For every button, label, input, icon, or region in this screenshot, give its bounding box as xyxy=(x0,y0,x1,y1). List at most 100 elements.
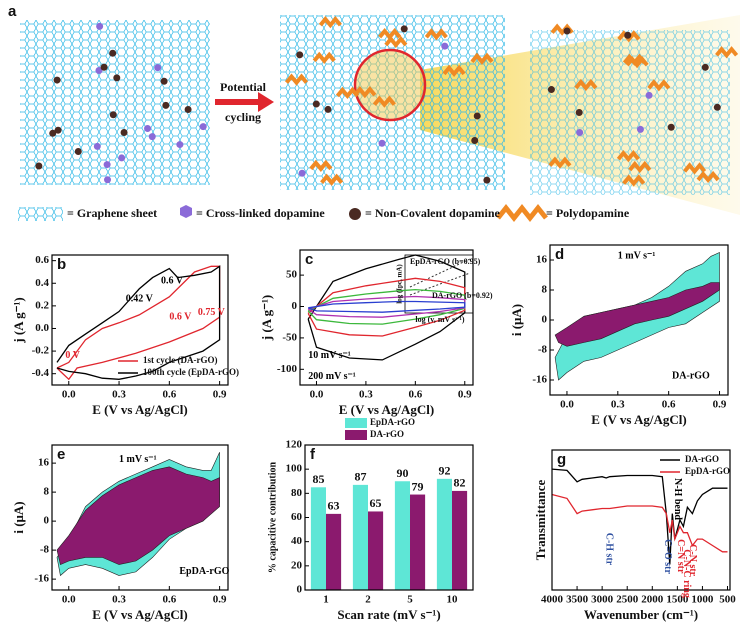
inset-lines xyxy=(409,258,471,296)
y-tick-label: -8 xyxy=(40,544,50,556)
curve xyxy=(307,300,466,313)
polydopamine xyxy=(548,156,572,169)
y-tick-label: -50 xyxy=(282,331,297,343)
y-tick-label: -100 xyxy=(277,363,298,375)
y-tick-label: -16 xyxy=(532,374,547,386)
x-tick-label: 0.3 xyxy=(112,389,126,401)
molecule xyxy=(547,86,555,94)
inset-axis-label: log (Ipc, mA) xyxy=(396,264,404,304)
data-label: 82 xyxy=(454,476,466,490)
annotation: 0.6 V xyxy=(161,275,184,286)
molecule xyxy=(103,161,111,169)
molecule xyxy=(148,133,156,141)
curve xyxy=(307,254,466,361)
legend-crosslinked xyxy=(180,205,192,218)
annotation: C-N-C ring xyxy=(681,549,692,598)
y-axis-label: % capacitive contribution xyxy=(267,462,278,574)
y-tick-label: 50 xyxy=(286,269,298,281)
panel-label: c xyxy=(305,251,313,268)
x-tick-label: 0.3 xyxy=(359,389,373,401)
legend-polydopamine xyxy=(496,203,548,223)
arrow-head xyxy=(258,92,274,112)
legend-text: = Cross-linked dopamine xyxy=(196,206,325,220)
x-tick-label: 500 xyxy=(719,594,736,606)
panel-label: b xyxy=(57,256,66,273)
bar xyxy=(368,511,384,590)
annotation: 10 mV s⁻¹ xyxy=(308,350,351,361)
y-tick-label: 0.0 xyxy=(35,322,49,334)
y-tick-label: 0 xyxy=(542,314,548,326)
legend-graphene xyxy=(18,207,63,221)
polydopamine xyxy=(616,150,640,163)
x-tick-label: 3000 xyxy=(591,594,614,606)
plot-frame xyxy=(304,444,474,591)
molecule xyxy=(184,106,192,114)
molecule xyxy=(296,51,304,59)
y-tick-label: 80 xyxy=(291,487,303,499)
graphene-network xyxy=(20,20,210,185)
molecule xyxy=(575,109,583,117)
zoom-circle xyxy=(353,48,427,122)
molecule xyxy=(576,129,584,137)
molecule xyxy=(109,111,117,119)
polydopamine xyxy=(683,162,707,175)
y-axis-label: i (μA) xyxy=(11,501,26,533)
y-tick-label: 60 xyxy=(291,511,303,523)
y-tick-label: 16 xyxy=(536,254,548,266)
y-tick-label: -16 xyxy=(34,573,49,585)
polydopamine xyxy=(284,73,309,86)
inset-label: DA-rGO (b=0.92) xyxy=(432,291,493,300)
molecule xyxy=(324,105,332,113)
y-tick-label: 0.6 xyxy=(35,254,49,266)
plot-frame xyxy=(549,244,729,396)
molecule xyxy=(49,129,57,137)
molecule xyxy=(144,125,152,133)
bar xyxy=(352,484,368,590)
x-tick-label: 0.6 xyxy=(162,594,176,606)
molecules xyxy=(35,16,739,187)
polydopamine xyxy=(696,170,720,184)
bar xyxy=(436,478,452,590)
molecule xyxy=(636,125,644,133)
legend-text: EpDA-rGO xyxy=(370,417,415,427)
inset-axis-label: log (v, mV s⁻¹) xyxy=(415,315,464,324)
x-tick-label: 0.0 xyxy=(62,389,76,401)
polydopamine xyxy=(625,55,649,69)
molecule xyxy=(154,64,162,72)
molecule xyxy=(471,136,479,144)
y-tick-label: 0 xyxy=(44,515,50,527)
polydopamine xyxy=(424,28,448,41)
polydopamine xyxy=(372,95,396,108)
annotation: C-N str xyxy=(687,544,698,576)
molecule xyxy=(113,74,121,82)
x-axis-label: Wavenumber (cm⁻¹) xyxy=(584,607,698,622)
molecule xyxy=(199,123,207,131)
annotation: EpDA-rGO xyxy=(179,566,229,577)
molecule xyxy=(74,147,82,155)
y-tick-label: 0.4 xyxy=(35,277,49,289)
x-axis-label: E (V vs Ag/AgCl) xyxy=(92,607,187,622)
polydopamine xyxy=(309,159,333,172)
bar xyxy=(394,481,410,590)
plot-frame xyxy=(51,254,229,386)
panel-label: a xyxy=(8,3,17,20)
polydopamine xyxy=(470,52,494,65)
x-tick-label: 1000 xyxy=(691,594,714,606)
legend-noncovalent xyxy=(349,208,361,220)
molecule xyxy=(100,63,108,71)
plot-frame xyxy=(551,449,731,591)
x-tick-label: 0.6 xyxy=(662,399,676,411)
schematic: a Potential cycling = Graphene sheet = C… xyxy=(8,3,740,223)
molecule xyxy=(93,142,101,150)
legend-text: 100th cycle (EpDA-rGO) xyxy=(143,367,239,377)
molecule xyxy=(53,76,61,84)
x-tick-label: 5 xyxy=(407,594,413,606)
x-axis-label: Scan rate (mV s⁻¹) xyxy=(337,607,440,622)
molecule xyxy=(95,67,103,75)
polydopamine xyxy=(617,30,641,43)
molecule xyxy=(667,123,675,131)
data-label: 90 xyxy=(396,466,408,480)
polydopamine xyxy=(320,173,344,186)
x-tick-label: 0.3 xyxy=(611,399,625,411)
